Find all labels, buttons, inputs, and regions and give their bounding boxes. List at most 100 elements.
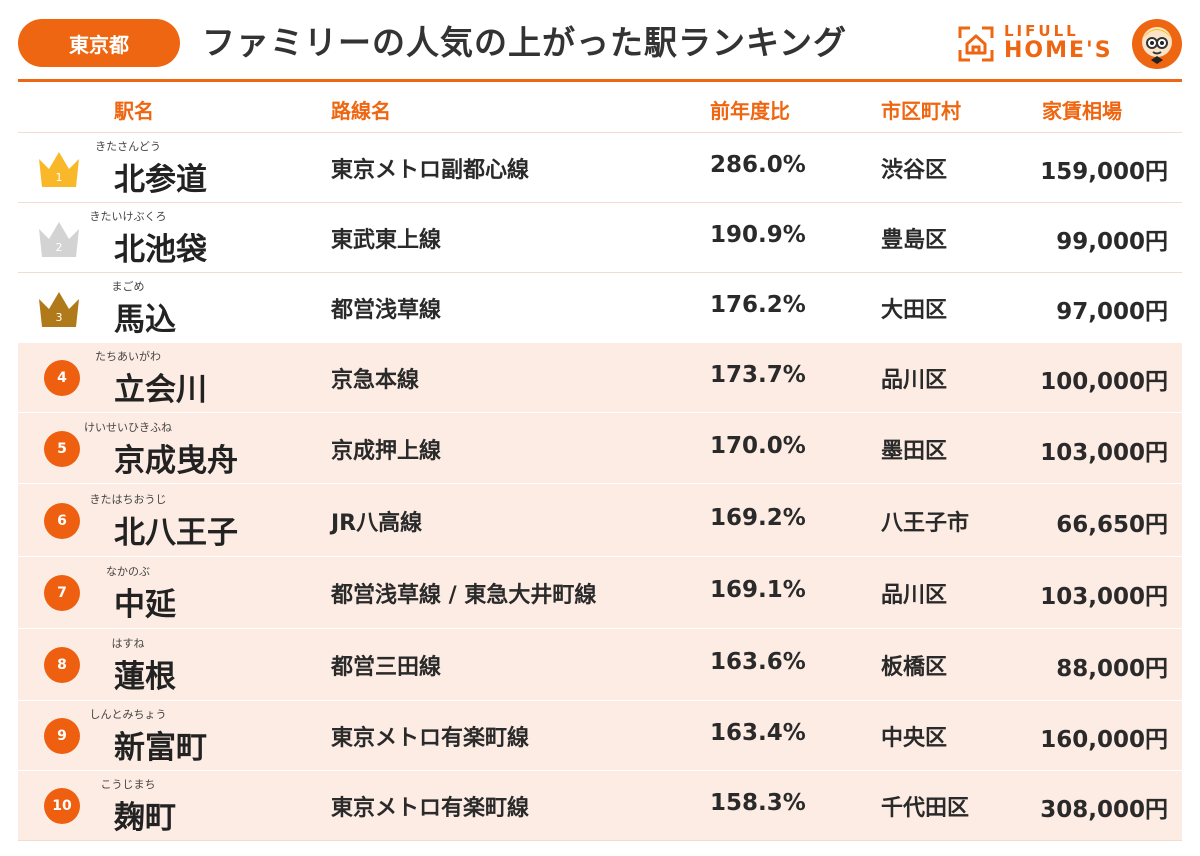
rank-number: 7 — [57, 585, 67, 601]
station-name: 立会川 — [114, 372, 207, 408]
rail-line: 東京メトロ副都心線 — [331, 158, 530, 183]
rank-number: 1 — [56, 171, 63, 184]
rail-line: 都営三田線 — [331, 655, 442, 680]
rank-badge: 5 — [44, 430, 80, 467]
rent-price: 97,000円 — [1056, 299, 1168, 325]
rent-price: 88,000円 — [1056, 656, 1168, 682]
column-header-ratio: 前年度比 — [710, 99, 790, 123]
station-name: 蓮根 — [114, 659, 176, 695]
city-name: 品川区 — [881, 583, 948, 608]
table-bottom-divider — [18, 840, 1182, 841]
logo-text-homes: HOME'S — [1004, 38, 1113, 63]
rail-line: 京成押上線 — [331, 438, 442, 464]
lifull-homes-logo: LIFULL HOME'S — [956, 22, 1121, 66]
year-over-year-ratio: 190.9% — [710, 222, 806, 248]
year-over-year-ratio: 163.6% — [710, 649, 806, 675]
rank-badge: 9 — [44, 718, 80, 754]
city-name: 千代田区 — [881, 796, 970, 821]
table-row: 3 まごめ馬込 都営浅草線 176.2% 大田区 97,000円 — [18, 272, 1182, 343]
bronze-crown-icon: 3 — [39, 292, 79, 327]
city-name: 渋谷区 — [881, 158, 948, 183]
year-over-year-ratio: 163.4% — [710, 720, 806, 746]
house-logo-icon — [958, 26, 994, 62]
city-name: 品川区 — [881, 368, 948, 393]
logo-text-lifull: LIFULL — [1004, 22, 1079, 40]
column-header-station: 駅名 — [114, 99, 154, 123]
rent-price: 99,000円 — [1056, 229, 1168, 255]
rank-badge: 10 — [44, 788, 80, 824]
column-header-city: 市区町村 — [881, 99, 961, 123]
year-over-year-ratio: 169.1% — [710, 577, 806, 603]
station-name: 中延 — [114, 587, 176, 623]
column-header-line: 路線名 — [331, 99, 391, 123]
station-furigana: けいせいひきふね — [84, 420, 172, 434]
city-name: 墨田区 — [881, 438, 948, 464]
station-name: 馬込 — [114, 302, 176, 338]
station-name: 北八王子 — [114, 514, 238, 551]
station-name: 京成曳舟 — [114, 442, 238, 479]
station-furigana: しんとみちょう — [89, 708, 167, 721]
rail-line: JR八高線 — [331, 510, 423, 536]
station-name: 北池袋 — [114, 232, 207, 268]
region-badge: 東京都 — [18, 19, 180, 67]
table-row: 5 けいせいひきふね京成曳舟 京成押上線 170.0% 墨田区 103,000円 — [18, 412, 1182, 484]
table-row: 4 たちあいがわ 立会川 京急本線 173.7% 品川区 100,000円 — [18, 342, 1182, 413]
station-furigana: きたいけぶくろ — [89, 210, 167, 223]
table-row: 9 しんとみちょう 新富町 東京メトロ有楽町線 163.4% 中央区 160,000円 — [18, 700, 1182, 771]
station-furigana: きたはちおうじ — [89, 492, 167, 506]
rank-number: 4 — [57, 370, 67, 386]
table-row: 8 はすね蓮根 都営三田線 163.6% 板橋区 88,000円 — [18, 628, 1182, 701]
city-name: 大田区 — [881, 298, 948, 323]
rank-number: 8 — [57, 657, 67, 673]
station-furigana: たちあいがわ — [95, 350, 161, 363]
rank-badge: 8 — [44, 647, 80, 683]
table-row: 1 きたさんどう北参道 東京メトロ副都心線 286.0% 渋谷区 159,000円 — [18, 132, 1182, 203]
year-over-year-ratio: 176.2% — [710, 292, 806, 318]
city-name: 八王子市 — [881, 510, 970, 536]
station-name: 麹町 — [114, 800, 176, 836]
station-furigana: こうじまち — [100, 778, 156, 791]
year-over-year-ratio: 169.2% — [710, 504, 806, 531]
rent-price: 308,000円 — [1040, 797, 1168, 823]
city-name: 豊島区 — [881, 228, 948, 253]
rent-price: 103,000円 — [1040, 439, 1168, 466]
rank-number: 5 — [57, 440, 67, 457]
rent-price: 100,000円 — [1040, 369, 1168, 395]
rent-price: 159,000円 — [1040, 159, 1168, 185]
table-row: 7 なかのぶ 中延 都営浅草線 / 東急大井町線 169.1% 品川区 103,000円 — [18, 556, 1182, 629]
year-over-year-ratio: 158.3% — [710, 790, 806, 816]
station-furigana: まごめ — [111, 280, 145, 293]
city-name: 中央区 — [881, 726, 948, 751]
station-furigana: はすね — [111, 637, 145, 650]
table-row: 10 こうじまち麹町 東京メトロ有楽町線 158.3% 千代田区 308,000円 — [18, 770, 1182, 841]
table-row: 2 きたいけぶくろ北池袋 東武東上線 190.9% 豊島区 99,000円 — [18, 202, 1182, 273]
column-header-rent: 家賃相場 — [1042, 99, 1122, 123]
rent-price: 160,000円 — [1040, 727, 1168, 753]
city-name: 板橋区 — [881, 655, 948, 680]
year-over-year-ratio: 286.0% — [710, 152, 806, 178]
rail-line: 都営浅草線 — [331, 298, 442, 323]
header-divider — [18, 79, 1182, 82]
station-name: 北参道 — [114, 162, 207, 198]
rank-number: 9 — [57, 728, 67, 744]
rank-number: 2 — [56, 241, 63, 254]
rail-line: 東京メトロ有楽町線 — [331, 796, 530, 821]
rank-number: 6 — [57, 512, 67, 529]
year-over-year-ratio: 170.0% — [710, 432, 806, 459]
station-furigana: なかのぶ — [106, 565, 150, 578]
table-row: 6 きたはちおうじ北八王子 JR八高線 169.2% 八王子市 66,650円 — [18, 483, 1182, 557]
rail-line: 都営浅草線 / 東急大井町線 — [331, 583, 597, 608]
rent-price: 66,650円 — [1056, 511, 1168, 538]
rail-line: 東京メトロ有楽町線 — [331, 726, 530, 751]
rank-number: 10 — [52, 798, 72, 814]
rail-line: 京急本線 — [331, 368, 420, 393]
page-title: ファミリーの人気の上がった駅ランキング — [202, 23, 848, 62]
gold-crown-icon: 1 — [39, 152, 79, 187]
header: 東京都 ファミリーの人気の上がった駅ランキング LIFULL HOME'S — [0, 0, 1200, 80]
silver-crown-icon: 2 — [39, 222, 79, 257]
station-furigana: きたさんどう — [95, 140, 161, 153]
rank-badge: 7 — [44, 575, 80, 611]
mascot-icon — [1132, 19, 1182, 69]
rail-line: 東武東上線 — [331, 228, 442, 253]
table-header: 駅名 路線名 前年度比 市区町村 家賃相場 — [0, 90, 1200, 132]
